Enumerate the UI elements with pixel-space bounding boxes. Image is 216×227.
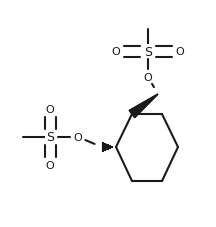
Polygon shape [129, 95, 158, 118]
Text: O: O [46, 160, 54, 170]
Text: O: O [112, 47, 120, 57]
Text: S: S [46, 131, 54, 144]
Polygon shape [129, 95, 158, 118]
Text: O: O [74, 132, 82, 142]
Text: O: O [176, 47, 184, 57]
Text: O: O [46, 105, 54, 114]
Text: S: S [144, 45, 152, 58]
Text: O: O [144, 73, 152, 83]
